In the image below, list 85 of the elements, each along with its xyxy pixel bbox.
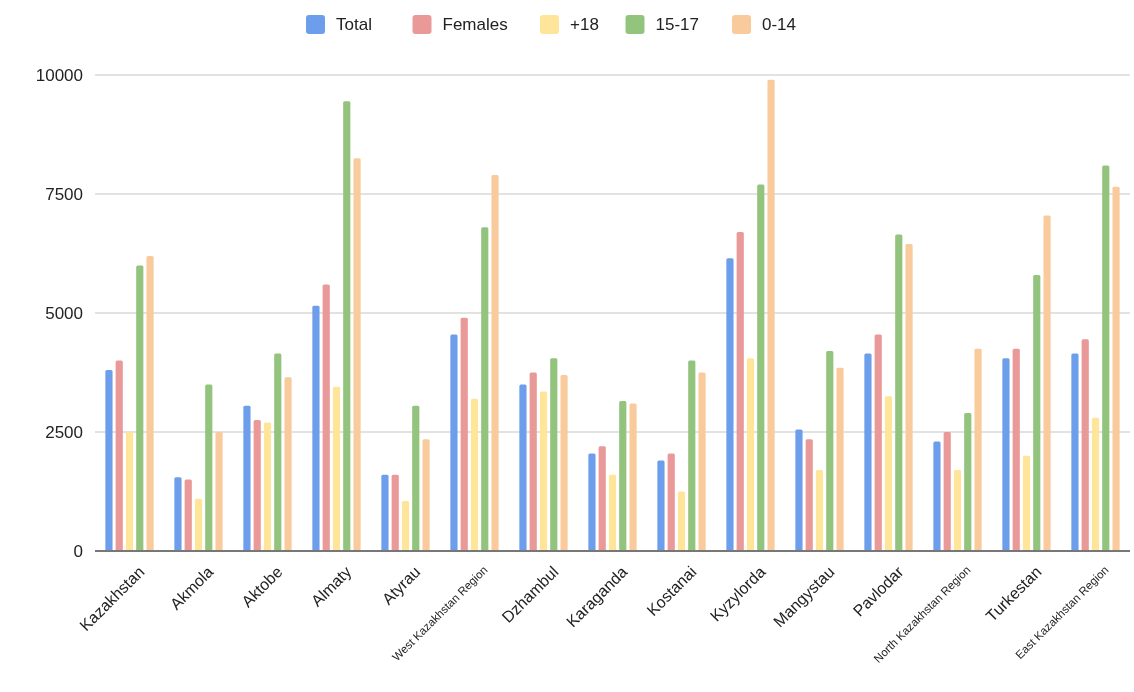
bar [1112,186,1120,551]
bar [560,374,568,551]
bar [105,370,113,551]
bar [115,360,123,551]
bar [598,446,606,551]
bar [312,305,320,551]
legend-label: 15-17 [655,14,699,34]
bar [184,479,192,551]
legend-label: 0-14 [762,14,797,34]
bar [726,258,734,551]
bar [667,453,675,551]
bar [243,405,251,551]
bar [481,227,489,551]
bar [836,367,844,551]
bar [1071,353,1079,551]
bar [253,420,261,551]
bar [884,396,893,551]
y-tick-label: 0 [73,541,83,561]
bar [519,384,527,551]
bar [815,470,824,551]
bar [550,358,558,551]
bar [1022,455,1031,551]
legend-label: Total [336,14,372,34]
bar [381,474,389,551]
bar [174,477,182,551]
bar [619,401,627,551]
bar [284,377,292,551]
bar [629,403,637,551]
bar [677,491,686,551]
bar [608,474,617,551]
bar [470,398,479,551]
bar [343,101,351,551]
bar [588,453,596,551]
bar [1002,358,1010,551]
bar [1043,215,1051,551]
bar [146,255,154,551]
bar [698,372,706,551]
bar [422,439,430,551]
y-tick-label: 7500 [45,184,83,204]
bar [215,432,223,551]
bar [974,348,982,551]
bar [391,474,399,551]
bar [905,243,913,551]
bar [529,372,537,551]
legend-label: +18 [570,14,599,34]
bar [805,439,813,551]
y-tick-label: 2500 [45,422,83,442]
bar [136,265,144,551]
bar [460,317,468,551]
bar [657,460,665,551]
bar [736,232,744,551]
bar [491,174,499,551]
bar [943,432,951,551]
bar [125,432,134,551]
bar [1102,165,1110,551]
bar [757,184,765,551]
bar [353,158,361,551]
bar [322,284,330,551]
bar [1091,417,1100,551]
bar [826,351,834,551]
bar [263,422,272,551]
bar [795,429,803,551]
bar [539,391,548,551]
bar [964,412,972,551]
y-tick-label: 5000 [45,303,83,323]
bar [1081,339,1089,551]
bar [895,234,903,551]
bar [746,358,755,551]
bar [933,441,941,551]
bar [953,470,962,551]
bar [412,405,420,551]
bar [401,501,410,551]
bar [1033,274,1041,551]
bar [864,353,872,551]
y-tick-label: 10000 [35,65,83,85]
bar [688,360,696,551]
bar [874,334,882,551]
bar [450,334,458,551]
legend-label: Females [442,14,508,34]
bar [1012,348,1020,551]
bar [767,79,775,551]
bar [205,384,213,551]
bar [332,386,341,551]
bar [274,353,282,551]
bar [194,498,203,551]
